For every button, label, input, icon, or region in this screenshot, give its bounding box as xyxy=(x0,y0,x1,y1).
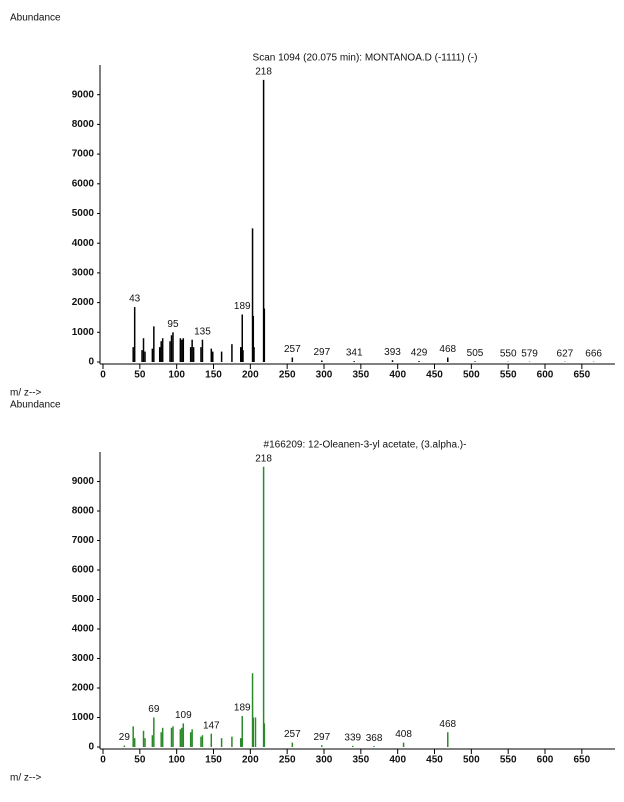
y-tick-label: 8000 xyxy=(72,119,95,130)
x-tick-label: 550 xyxy=(500,370,517,381)
peak-label: 297 xyxy=(313,732,330,743)
y-tick-label: 7000 xyxy=(72,535,95,546)
y-tick-label: 7000 xyxy=(72,149,95,160)
peak-label: 69 xyxy=(148,704,160,715)
y-tick-label: 1000 xyxy=(72,712,95,723)
y-tick-label: 5000 xyxy=(72,208,95,219)
x-tick-label: 250 xyxy=(279,755,296,766)
peak-label: 339 xyxy=(344,732,361,743)
x-tick-label: 0 xyxy=(100,370,106,381)
peak-label: 218 xyxy=(255,453,272,464)
y-tick-label: 6000 xyxy=(72,565,95,576)
chart-title: #166209: 12-Oleanen-3-yl acetate, (3.alp… xyxy=(264,440,467,451)
peak-label: 579 xyxy=(521,348,538,359)
peak-label: 43 xyxy=(129,294,141,305)
peak-label: 135 xyxy=(194,326,211,337)
y-tick-label: 8000 xyxy=(72,506,95,517)
peak-label: 109 xyxy=(175,710,192,721)
x-tick-label: 600 xyxy=(537,370,554,381)
y-axis-label: Abundance xyxy=(10,13,61,24)
peak-label: 95 xyxy=(167,319,179,330)
y-tick-label: 4000 xyxy=(72,238,95,249)
peak-label: 505 xyxy=(467,348,484,359)
x-tick-label: 100 xyxy=(168,755,185,766)
y-tick-label: 1000 xyxy=(72,327,95,338)
peak-label: 550 xyxy=(500,348,517,359)
y-tick-label: 5000 xyxy=(72,594,95,605)
x-tick-label: 450 xyxy=(426,755,443,766)
x-tick-label: 0 xyxy=(100,755,106,766)
peak-label: 408 xyxy=(395,729,412,740)
x-tick-label: 50 xyxy=(134,755,146,766)
peak-label: 468 xyxy=(439,344,456,355)
x-tick-label: 150 xyxy=(205,370,222,381)
x-tick-label: 300 xyxy=(316,370,333,381)
peak-label: 147 xyxy=(203,720,220,731)
peak-label: 468 xyxy=(439,719,456,730)
peak-label: 257 xyxy=(284,344,301,355)
y-tick-label: 9000 xyxy=(72,89,95,100)
y-tick-label: 0 xyxy=(88,357,94,368)
peak-label: 189 xyxy=(234,301,251,312)
x-tick-label: 300 xyxy=(316,755,333,766)
x-tick-label: 100 xyxy=(168,370,185,381)
peak-label: 189 xyxy=(234,703,251,714)
peak-label: 368 xyxy=(366,733,383,744)
x-tick-label: 350 xyxy=(352,370,369,381)
x-tick-label: 650 xyxy=(574,755,591,766)
x-tick-label: 50 xyxy=(134,370,146,381)
x-tick-label: 500 xyxy=(463,755,480,766)
chart-title: Scan 1094 (20.075 min): MONTANOA.D (-111… xyxy=(253,53,478,64)
y-tick-label: 4000 xyxy=(72,624,95,635)
y-tick-label: 3000 xyxy=(72,268,95,279)
peak-label: 627 xyxy=(557,348,574,359)
x-tick-label: 400 xyxy=(389,370,406,381)
peak-label: 666 xyxy=(585,348,602,359)
y-tick-label: 6000 xyxy=(72,178,95,189)
y-tick-label: 3000 xyxy=(72,653,95,664)
peak-label: 429 xyxy=(411,348,428,359)
y-tick-label: 2000 xyxy=(72,297,95,308)
x-tick-label: 400 xyxy=(389,755,406,766)
x-tick-label: 450 xyxy=(426,370,443,381)
x-tick-label: 550 xyxy=(500,755,517,766)
peak-label: 393 xyxy=(384,347,401,358)
y-axis-label: Abundance xyxy=(10,400,61,411)
peak-label: 29 xyxy=(119,732,131,743)
x-tick-label: 650 xyxy=(574,370,591,381)
y-tick-label: 9000 xyxy=(72,476,95,487)
y-tick-label: 2000 xyxy=(72,683,95,694)
x-axis-label: m/ z--> xyxy=(10,388,42,399)
y-tick-label: 0 xyxy=(88,742,94,753)
x-tick-label: 350 xyxy=(352,755,369,766)
x-tick-label: 150 xyxy=(205,755,222,766)
x-tick-label: 250 xyxy=(279,370,296,381)
x-tick-label: 200 xyxy=(242,370,259,381)
peak-label: 218 xyxy=(255,66,272,77)
x-tick-label: 500 xyxy=(463,370,480,381)
x-tick-label: 600 xyxy=(537,755,554,766)
peak-label: 341 xyxy=(346,348,363,359)
x-tick-label: 200 xyxy=(242,755,259,766)
x-axis-label: m/ z--> xyxy=(10,773,42,784)
peak-label: 257 xyxy=(284,729,301,740)
peak-label: 297 xyxy=(313,347,330,358)
